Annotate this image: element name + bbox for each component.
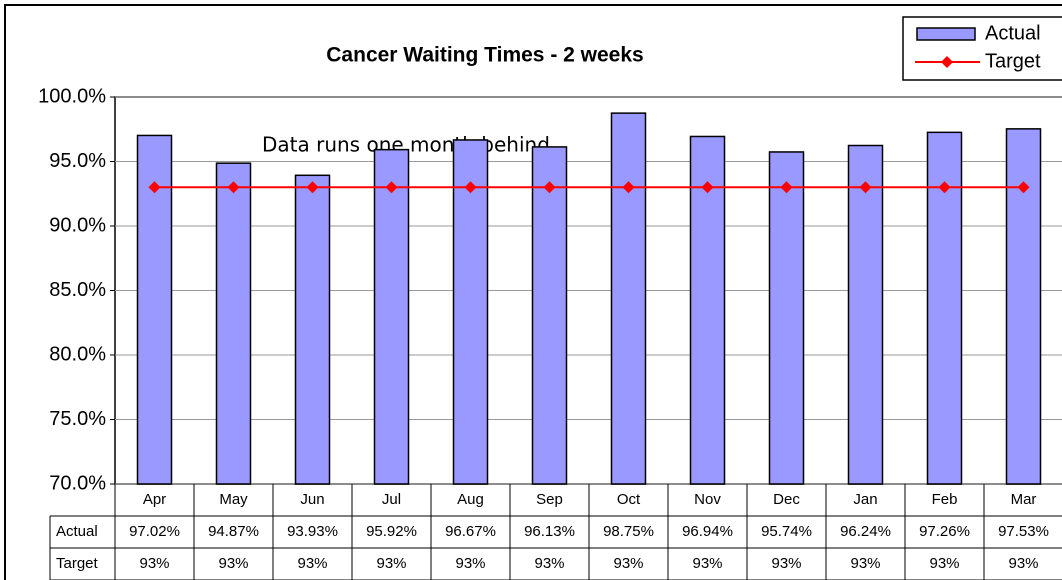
table-value: 93% xyxy=(455,555,485,572)
table-value: 93% xyxy=(218,555,248,572)
table-row-header: Target xyxy=(56,555,99,572)
table-value: 93.93% xyxy=(287,523,338,540)
table-value: 93% xyxy=(929,555,959,572)
target-marker xyxy=(464,181,477,194)
table-value: 97.26% xyxy=(919,523,970,540)
x-tick-label: Dec xyxy=(773,491,800,508)
legend-swatch xyxy=(916,27,976,41)
chart-title: Cancer Waiting Times - 2 weeks xyxy=(326,44,643,67)
table-value: 95.92% xyxy=(366,523,417,540)
x-tick-label: Jun xyxy=(300,491,324,508)
bar xyxy=(452,139,489,485)
y-tick-label: 100.0% xyxy=(38,85,106,107)
target-marker xyxy=(227,181,240,194)
table-value: 95.74% xyxy=(761,523,812,540)
y-tick-label: 95.0% xyxy=(49,150,106,172)
table-value: 93% xyxy=(534,555,564,572)
x-tick-label: May xyxy=(219,491,248,508)
target-marker xyxy=(543,181,556,194)
table-value: 93% xyxy=(850,555,880,572)
table-value: 93% xyxy=(771,555,801,572)
table-value: 96.24% xyxy=(840,523,891,540)
x-tick-label: Feb xyxy=(932,491,958,508)
x-tick-label: Aug xyxy=(457,491,484,508)
x-tick-label: Mar xyxy=(1011,491,1037,508)
x-tick-label: Jul xyxy=(382,491,401,508)
legend-label: Actual xyxy=(985,22,1041,44)
bar xyxy=(373,148,410,485)
table-value: 93% xyxy=(139,555,169,572)
x-tick-label: Jan xyxy=(853,491,877,508)
table-value: 93% xyxy=(613,555,643,572)
table-value: 98.75% xyxy=(603,523,654,540)
bar xyxy=(294,174,331,485)
table-value: 94.87% xyxy=(208,523,259,540)
bar xyxy=(215,162,252,485)
y-tick-label: 85.0% xyxy=(49,279,106,301)
y-tick-label: 70.0% xyxy=(49,472,106,494)
x-tick-label: Apr xyxy=(143,491,166,508)
target-marker xyxy=(859,181,872,194)
target-marker xyxy=(701,181,714,194)
bar xyxy=(847,144,884,485)
bar xyxy=(689,135,726,485)
y-tick-label: 80.0% xyxy=(49,343,106,365)
target-marker xyxy=(938,181,951,194)
target-marker xyxy=(306,181,319,194)
target-marker xyxy=(622,181,635,194)
table-value: 93% xyxy=(376,555,406,572)
table-value: 93% xyxy=(297,555,327,572)
bar xyxy=(531,146,568,485)
target-marker xyxy=(385,181,398,194)
target-marker xyxy=(148,181,161,194)
legend-label: Target xyxy=(985,50,1041,72)
table-value: 96.13% xyxy=(524,523,575,540)
table-value: 97.53% xyxy=(998,523,1049,540)
target-marker xyxy=(1017,181,1030,194)
x-tick-label: Sep xyxy=(536,491,563,508)
x-tick-label: Nov xyxy=(694,491,721,508)
target-marker xyxy=(780,181,793,194)
y-tick-label: 90.0% xyxy=(49,214,106,236)
bar xyxy=(768,151,805,485)
table-value: 96.94% xyxy=(682,523,733,540)
bar xyxy=(610,112,647,485)
table-value: 97.02% xyxy=(129,523,180,540)
bar xyxy=(136,134,173,485)
table-value: 93% xyxy=(692,555,722,572)
table-row-header: Actual xyxy=(56,523,98,540)
table-value: 93% xyxy=(1008,555,1038,572)
table-value: 96.67% xyxy=(445,523,496,540)
x-tick-label: Oct xyxy=(617,491,641,508)
y-tick-label: 75.0% xyxy=(49,408,106,430)
legend-swatch xyxy=(941,56,953,68)
